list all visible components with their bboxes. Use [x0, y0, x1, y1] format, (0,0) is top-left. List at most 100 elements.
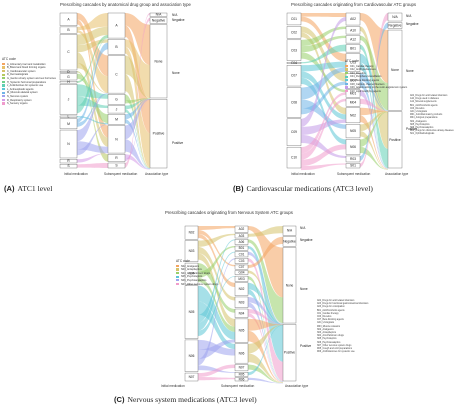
flow-band [77, 153, 108, 163]
flow-band [125, 109, 150, 169]
node-box [286, 62, 302, 64]
flow-band [125, 99, 150, 140]
legend-label: C07_Beta blocking agents [350, 78, 380, 82]
node-box [234, 372, 249, 377]
node-label: Negative [283, 239, 296, 243]
note-entry: A06_Drugs for constipation [317, 306, 345, 309]
legend-swatch [2, 84, 5, 87]
flow-band [301, 13, 346, 17]
node-label: C [115, 72, 118, 76]
node-label: M04 [350, 101, 357, 105]
node-label: G04 [238, 271, 244, 275]
node-box [234, 275, 249, 282]
note-entry: N05_Psycholeptics [317, 338, 337, 341]
node-box [286, 39, 302, 61]
legend-swatch [2, 102, 5, 105]
flow-band [360, 26, 388, 149]
flow-band [360, 62, 388, 169]
legend-label: B_Blood and blood forming organs [7, 66, 46, 70]
legend-label: R_Respiratory system [7, 98, 32, 102]
node-label: R [67, 159, 70, 163]
flow-band [125, 55, 150, 99]
node-label: C04 [291, 61, 297, 65]
node-label: M [67, 122, 70, 126]
legend-entry: C08_Calcium channel blockers [345, 83, 407, 87]
node-box [59, 12, 78, 26]
flow-band [77, 26, 108, 46]
legend-swatch [176, 275, 179, 278]
legend-label: H_Systemic hormonal preparations [7, 80, 47, 84]
node-box [59, 115, 78, 118]
legend-swatch [176, 282, 179, 285]
legend-entry: N06_Psychoanaleptics [176, 279, 218, 283]
node-box [286, 65, 302, 87]
legend-label: C09_Agents acting on the renin-angiotens… [350, 86, 408, 90]
node-label: N04 [239, 311, 245, 315]
node-box [387, 12, 403, 22]
legend-label: C03_Diuretics [350, 71, 366, 75]
flow-band [360, 107, 388, 116]
node-box [234, 225, 249, 233]
legend-entry: R_Respiratory system [2, 99, 56, 103]
node-box [149, 12, 168, 17]
alluvial-A: ABCDGHJLMNRSABCGJMNRSN/ANegativeNonePosi… [59, 12, 168, 170]
flow-band [198, 339, 235, 360]
alluvial-C: N02 N03 N04 N05 N06 N07 A02 A03 A06 B01 C01 C03 C07 G… [184, 225, 297, 384]
legend-label: C01_Cardiac therapy [350, 64, 374, 68]
legend-swatch [2, 77, 5, 80]
panel-b-caption: (B) Cardiovascular medications (ATC3 leve… [233, 184, 373, 193]
note-entry: N06_Psychoanaleptics [410, 127, 434, 130]
legend-entry: L_Antineoplastic agents [2, 88, 56, 92]
node-box [59, 81, 78, 84]
flow-band [301, 67, 346, 100]
flow-band [125, 94, 150, 169]
panel-b-legend: ATC code C01_Cardiac therapy C02_Antihyper… [345, 59, 408, 93]
node-box [59, 26, 78, 34]
node-box [107, 55, 126, 94]
flow-band [198, 364, 235, 378]
node-label: N07 [239, 366, 245, 370]
legend-entry: M_Musculo-skeletal system [2, 91, 56, 95]
node-label: C03 [239, 259, 245, 263]
legend-swatch [2, 62, 5, 66]
legend-swatch [2, 80, 5, 83]
node-box [59, 71, 78, 73]
node-box [234, 377, 249, 382]
node-label: N04 [189, 272, 195, 276]
node-box [286, 26, 302, 39]
node-box [234, 364, 249, 372]
node-box [345, 89, 361, 98]
flow-band [360, 131, 388, 170]
panel-a-title: Prescribing cascades by anatomical drug … [60, 2, 191, 7]
legend-swatch [345, 86, 348, 89]
flow-band [248, 239, 283, 324]
legend-swatch [345, 79, 348, 82]
flow-band [198, 233, 235, 247]
flow-band [248, 282, 283, 324]
flow-band [301, 98, 346, 160]
note-entry: C07_Beta blocking agents [317, 319, 344, 322]
legend-label: N05_Psycholeptics [181, 275, 203, 279]
node-box [286, 87, 302, 118]
node-box [149, 99, 168, 169]
node-label: A02 [350, 17, 356, 21]
assoc-label: None [300, 287, 308, 291]
flow-band [125, 98, 150, 110]
legend-label: M_Musculo-skeletal system [7, 91, 38, 95]
node-box [282, 236, 297, 247]
flow-band [125, 17, 150, 166]
note-entry: M03_Muscle relaxants [317, 325, 340, 328]
note-entry: G04_Urologicals [410, 111, 427, 114]
note-entry: N07_Other nervous system drugs [317, 344, 352, 347]
node-box [234, 239, 249, 245]
assoc-label: N/A [406, 14, 412, 18]
legend-label: G_Genito urinary system and sex hormones [7, 76, 56, 80]
node-box [59, 73, 78, 81]
flow-band [248, 251, 283, 324]
legend-entry: G_Genito urinary system and sex hormones [2, 77, 56, 81]
node-box [345, 12, 361, 26]
assoc-label: None [406, 69, 414, 73]
node-box [184, 240, 199, 262]
panel-b-title: Prescribing cascades originating from Ca… [291, 2, 417, 7]
legend-swatch [176, 272, 179, 275]
